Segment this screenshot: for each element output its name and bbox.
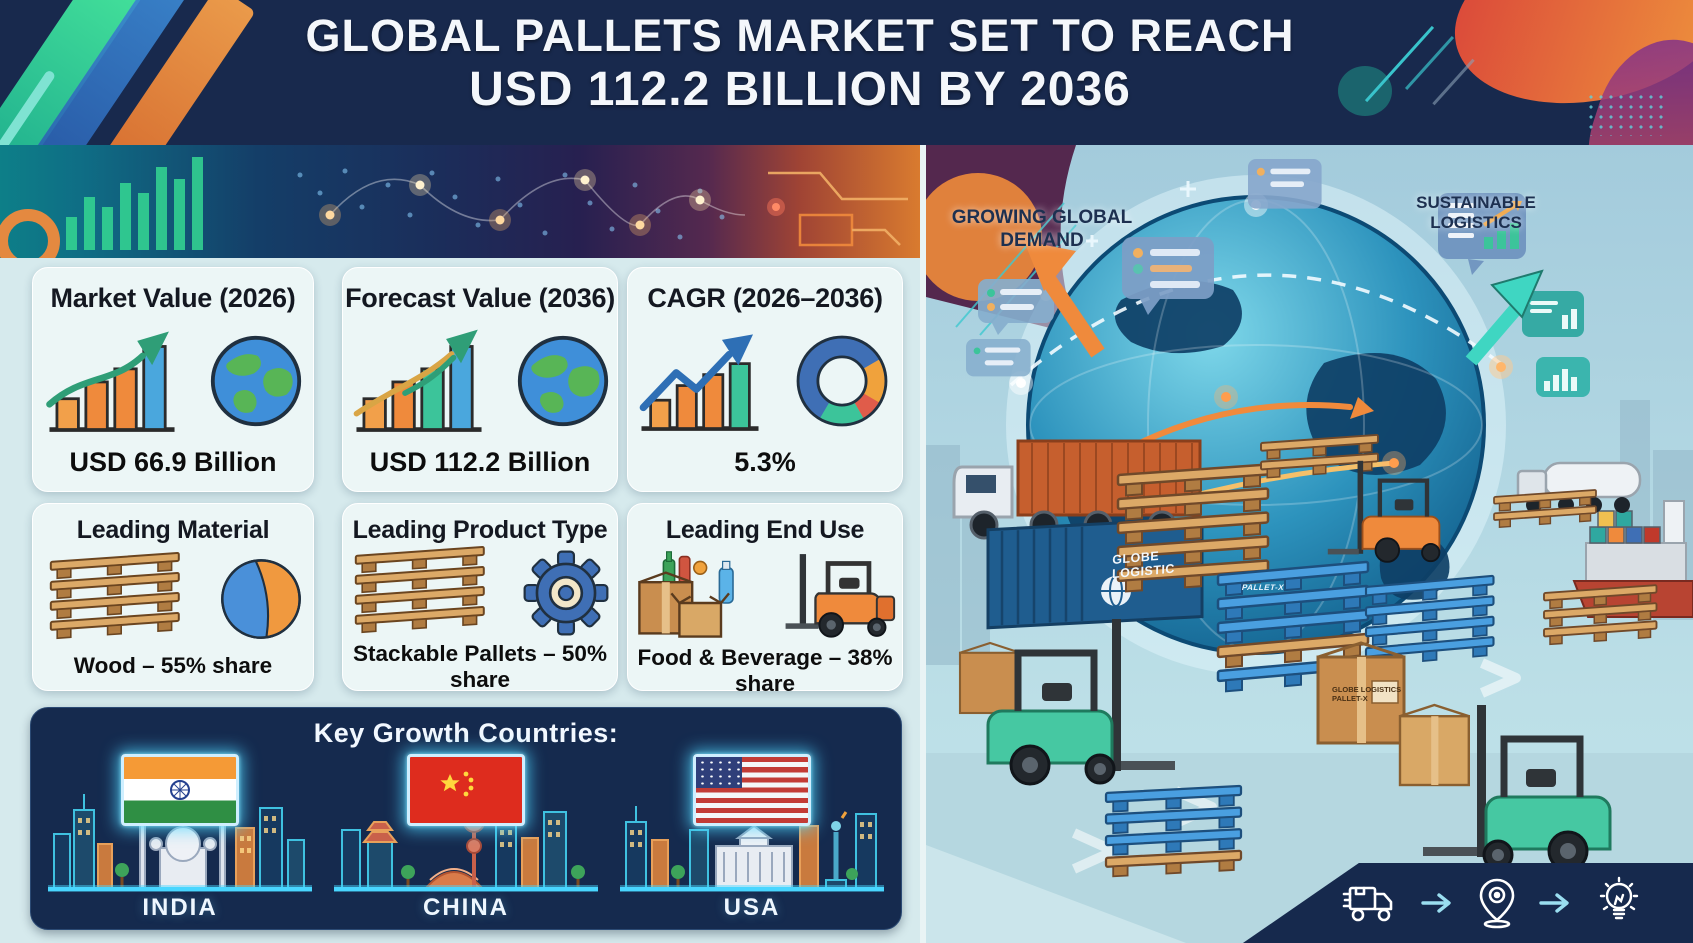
chart-bubble-icon (1438, 193, 1590, 397)
box-brand-label: GLOBE LOGISTICS PALLET-X (1332, 685, 1402, 704)
rising-bar-chart-icon (46, 331, 175, 432)
logistics-illustration (926, 145, 1693, 943)
rising-bar-chart-icon (353, 329, 482, 432)
pie-chart-icon (221, 559, 301, 639)
india-skyline (48, 794, 312, 892)
location-pin-icon (1479, 878, 1515, 929)
usa-flag-canton (696, 757, 742, 788)
card-value: USD 112.2 Billion (369, 447, 591, 477)
sustainable-logistics-label: SUSTAINABLE LOGISTICS (1416, 193, 1536, 233)
arrow-right-icon (1421, 893, 1451, 913)
card-value: USD 66.9 Billion (69, 447, 277, 477)
countries-title: Key Growth Countries: (313, 718, 619, 748)
arrow-right-icon (1539, 893, 1569, 913)
stat-card-cagr: CAGR (2026–2036) 5.3% (627, 267, 903, 492)
header-diagonal-line (1404, 35, 1455, 91)
packaged-goods-icon (638, 551, 734, 638)
demand-arrow-icon (1024, 241, 1105, 358)
growing-global-demand-label: GROWING GLOBAL DEMAND (951, 207, 1133, 251)
card-value: Wood – 55% share (73, 653, 273, 678)
stat-card-market-value: Market Value (2026) USD 66.9 Billion (32, 267, 314, 492)
chat-bubble-icon (966, 159, 1322, 377)
globe-icon (517, 335, 609, 426)
card-value: Stackable Pallets – 50% share (353, 641, 607, 692)
rising-bar-chart-icon (639, 333, 759, 431)
delivery-truck-icon (1342, 886, 1393, 922)
donut-chart-icon (796, 335, 888, 426)
page-title-line2: USD 112.2 BILLION BY 2036 (469, 62, 1131, 116)
world-network-banner (0, 145, 920, 258)
header-dot-grid (1586, 92, 1666, 136)
header-teal-circle (1338, 66, 1392, 116)
india-flag-icon (121, 754, 239, 826)
forklift-orange (1327, 460, 1441, 563)
stat-card-leading-material: Leading Material Wood – 55% share (32, 503, 314, 691)
card-value: Food & Beverage – 38% share (637, 645, 893, 696)
stat-card-leading-product: Leading Product Type (342, 503, 618, 692)
gear-icon (523, 550, 609, 636)
sustainable-arrow-icon (1465, 269, 1544, 366)
key-growth-countries-panel: Key Growth Countries: (30, 707, 902, 930)
country-name: CHINA (423, 894, 509, 921)
header-banner: GLOBAL PALLETS MARKET SET TO REACH USD 1… (0, 0, 1693, 145)
stat-card-forecast-value: Forecast Value (2036) USD 112.2 Billion (342, 267, 618, 492)
china-stars-icon (440, 771, 474, 797)
china-flag-icon (407, 754, 525, 826)
country-tile-china: CHINA (334, 754, 598, 922)
country-tile-india: INDIA (48, 754, 312, 922)
glow-nodes (319, 169, 711, 236)
logistics-illustration-panel: GROWING GLOBAL DEMAND SUSTAINABLE LOGIST… (920, 145, 1693, 943)
card-title: Leading Material (76, 516, 270, 544)
card-title: Leading End Use (665, 516, 865, 544)
card-title: CAGR (2026–2036) (647, 283, 883, 313)
page-title-line1: GLOBAL PALLETS MARKET SET TO REACH (305, 10, 1295, 61)
usa-flag-icon (693, 754, 811, 826)
country-name: INDIA (142, 894, 218, 921)
ashoka-chakra-icon (170, 780, 190, 800)
country-name: USA (723, 894, 781, 921)
world-network-art (0, 157, 908, 258)
cardboard-boxes (958, 641, 1471, 787)
card-title: Forecast Value (2036) (345, 283, 615, 313)
usa-skyline (620, 806, 884, 892)
header-diagonal-line (1364, 25, 1435, 103)
header-diagonal-line (1432, 58, 1475, 106)
card-title: Market Value (2026) (50, 283, 296, 313)
lightbulb-icon (1599, 876, 1639, 920)
card-value: 5.3% (734, 447, 796, 477)
pallet-stack-icon (49, 552, 180, 640)
country-tile-usa: USA (620, 754, 884, 922)
pallet-stack-icon (354, 546, 485, 634)
pallet-brand-label: PALLET-X (1240, 583, 1286, 592)
stat-card-leading-end-use: Leading End Use (627, 503, 903, 696)
china-skyline (334, 800, 598, 892)
page-title: GLOBAL PALLETS MARKET SET TO REACH USD 1… (295, 10, 1305, 117)
globe-icon (210, 335, 302, 426)
forklift-icon (785, 554, 896, 638)
card-title: Leading Product Type (352, 516, 608, 544)
